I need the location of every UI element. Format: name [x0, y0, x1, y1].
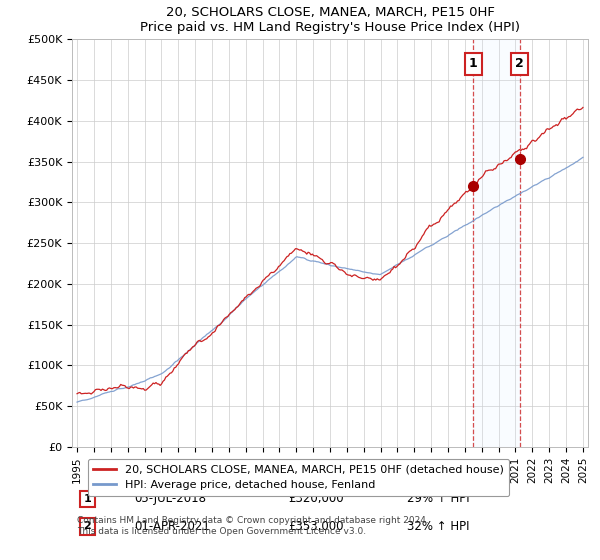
Bar [473, 39, 520, 447]
Text: 29% ↑ HPI: 29% ↑ HPI [407, 492, 470, 505]
Text: 01-APR-2021: 01-APR-2021 [134, 520, 210, 533]
Text: Contains HM Land Registry data © Crown copyright and database right 2024.
This d: Contains HM Land Registry data © Crown c… [77, 516, 429, 535]
Text: 05-JUL-2018: 05-JUL-2018 [134, 492, 206, 505]
Text: 1: 1 [83, 494, 91, 504]
Text: £320,000: £320,000 [289, 492, 344, 505]
Text: 32% ↑ HPI: 32% ↑ HPI [407, 520, 470, 533]
Legend: 20, SCHOLARS CLOSE, MANEA, MARCH, PE15 0HF (detached house), HPI: Average price,: 20, SCHOLARS CLOSE, MANEA, MARCH, PE15 0… [88, 459, 509, 496]
Text: £353,000: £353,000 [289, 520, 344, 533]
Text: 1: 1 [469, 57, 478, 70]
Text: 2: 2 [83, 521, 91, 531]
Title: 20, SCHOLARS CLOSE, MANEA, MARCH, PE15 0HF
Price paid vs. HM Land Registry's Hou: 20, SCHOLARS CLOSE, MANEA, MARCH, PE15 0… [140, 6, 520, 34]
Text: 2: 2 [515, 57, 524, 70]
